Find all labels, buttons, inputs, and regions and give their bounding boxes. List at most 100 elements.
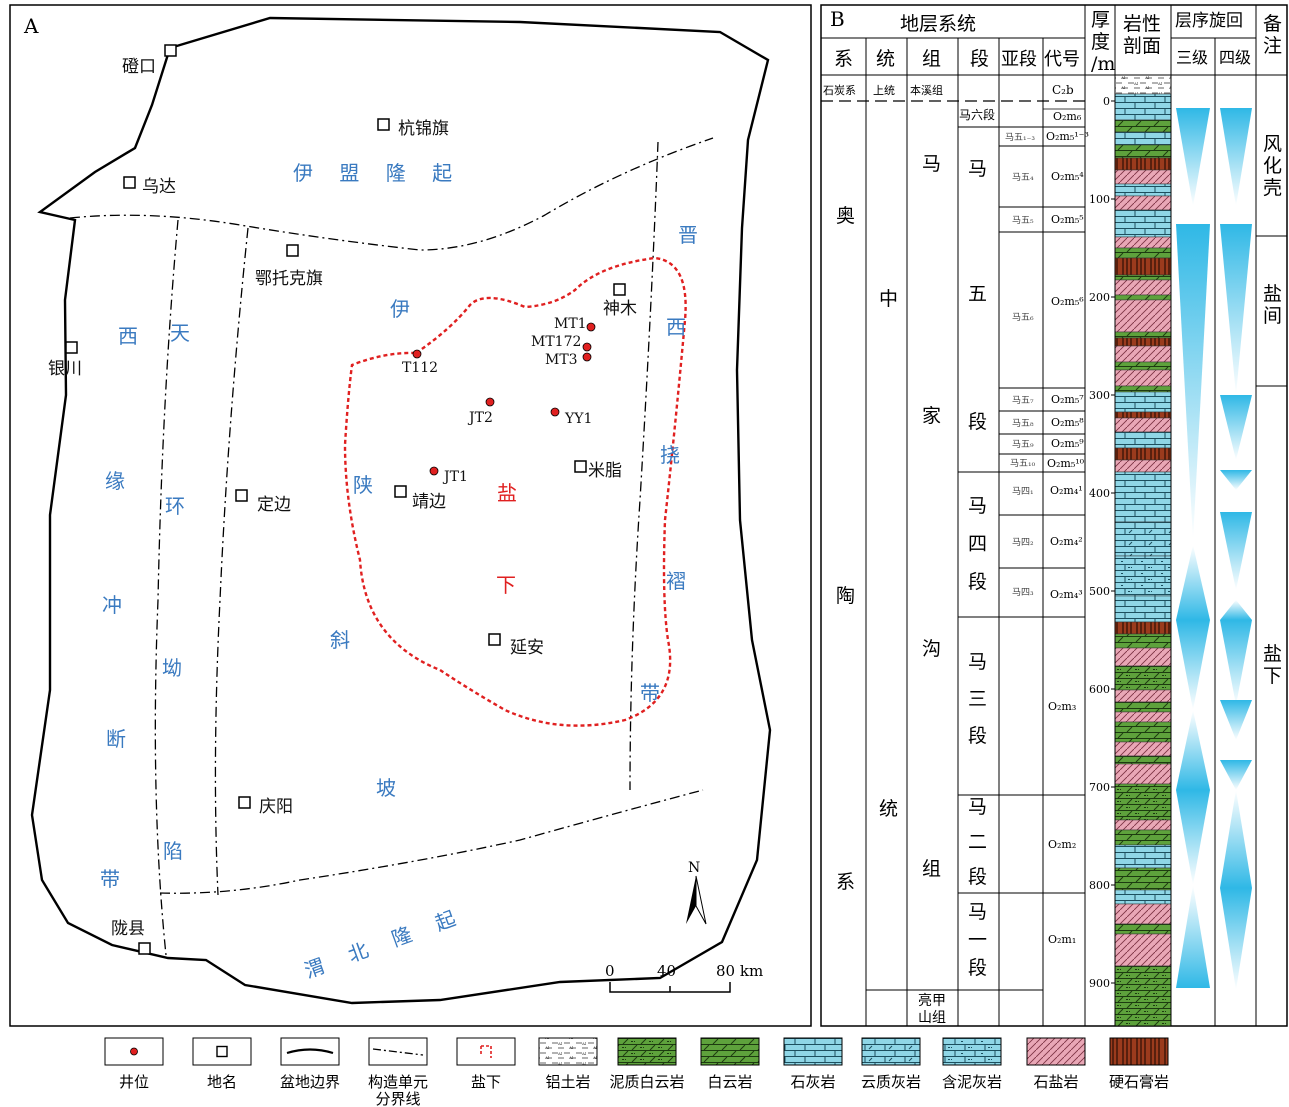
- lithology-layer: [1114, 247, 1172, 259]
- lithology-layer: [1114, 595, 1172, 623]
- legend-item-place: 地名: [192, 1037, 252, 1091]
- lithology-layer: [1114, 183, 1172, 197]
- region-jinxi-5: 带: [640, 681, 660, 705]
- basin-boundary: [30, 16, 772, 1005]
- north-label: N: [688, 860, 700, 876]
- place-yinchuan: 银川: [48, 359, 82, 379]
- lithology-layer: [1114, 665, 1172, 691]
- place-marker: [138, 942, 151, 955]
- ma5-sub-8: 马五₈: [1012, 418, 1034, 429]
- lithology-layer: [1114, 844, 1172, 869]
- formation-char-3: 沟: [922, 638, 941, 660]
- transgressive-cycle: [1176, 885, 1210, 988]
- place-jingbian: 靖边: [412, 492, 446, 512]
- lithology-layer: [1114, 521, 1172, 557]
- lithology-layer: [1114, 447, 1172, 461]
- regressive-cycle: [1176, 620, 1210, 710]
- sequence-cycles: [1176, 108, 1252, 990]
- formation-char-4: 组: [922, 858, 941, 880]
- place-mizhi: 米脂: [588, 461, 622, 481]
- transgressive-cycle: [1176, 545, 1210, 620]
- lithology-layer: [1114, 274, 1172, 281]
- ma4-sub-2: 马四₂: [1012, 537, 1034, 548]
- lithology-layer: [1114, 555, 1172, 597]
- scale-bar: 0 40 80 km: [605, 962, 763, 993]
- legend-item-salt: 石盐岩: [1026, 1037, 1086, 1091]
- well-marker: [582, 352, 592, 362]
- region-tianhuan-1: 天: [170, 321, 190, 345]
- ma4-char-2: 四: [968, 533, 987, 555]
- system-char-2: 陶: [836, 585, 855, 607]
- well-marker: [582, 342, 592, 352]
- ma5-sub-10: 马五₁₀: [1010, 458, 1036, 469]
- region-jinxi-2: 西: [666, 315, 686, 339]
- ma5-code-6: O₂m₅⁶: [1051, 295, 1084, 308]
- remark-char: 盐: [1263, 283, 1282, 305]
- legend-item-boundary: 盆地边界: [280, 1037, 340, 1091]
- region-yimeng: 伊 盟 隆 起: [293, 161, 462, 185]
- lithology-layer: [1114, 144, 1172, 159]
- ma2-char-3: 段: [968, 866, 987, 888]
- place-dingbian: 定边: [257, 495, 291, 515]
- north-arrow: N: [686, 860, 707, 925]
- lithology-layer: [1114, 417, 1172, 433]
- well-jt2: JT2: [467, 410, 493, 426]
- ma4-sub-3: 马四₃: [1012, 587, 1034, 598]
- place-marker: [613, 283, 626, 296]
- place-marker: [65, 341, 78, 354]
- regressive-cycle: [1220, 470, 1252, 490]
- well-marker: [412, 349, 422, 359]
- depth-label: 300: [1089, 389, 1110, 402]
- legend-label: 井位: [119, 1073, 149, 1091]
- ma3-code: O₂m₃: [1048, 700, 1076, 713]
- header-fourth: 四级: [1219, 48, 1251, 67]
- lithology-layer: [1114, 93, 1172, 121]
- well-jt1: JT1: [442, 469, 468, 485]
- header-system: 系: [834, 48, 853, 70]
- legend-item-well: 井位: [104, 1037, 164, 1091]
- region-jinxi-4: 褶: [666, 569, 686, 593]
- ma4-char-1: 马: [968, 495, 987, 517]
- lithology-layer: [1114, 236, 1172, 249]
- panel-a-map: A 伊 盟 隆 起 渭 北 隆 起 晋 西 挠 褶 带 天 环 坳 陷 西 缘 …: [9, 4, 812, 1027]
- remark-char: 化: [1263, 155, 1282, 177]
- region-yishan-4: 坡: [376, 776, 396, 800]
- lithology-layer: [1114, 889, 1172, 905]
- ma5-char-1: 马: [968, 158, 987, 180]
- ma5-sub-9: 马五₉: [1012, 439, 1034, 450]
- ma5-char-3: 段: [968, 411, 987, 433]
- lithology-layer: [1114, 471, 1172, 523]
- scale-tick-80: 80 km: [716, 962, 763, 980]
- header-third: 三级: [1176, 48, 1208, 67]
- transgressive-cycle: [1220, 790, 1252, 888]
- lithology-layer: [1114, 711, 1172, 723]
- regressive-cycle: [1176, 108, 1210, 206]
- region-yishan-2: 陕: [353, 473, 373, 497]
- lithology-layer: [1114, 131, 1172, 146]
- ma4-code-2: O₂m₄²: [1050, 535, 1083, 548]
- regressive-cycle: [1220, 700, 1252, 740]
- place-shenmu: 神木: [603, 299, 637, 319]
- lithology-layer: [1114, 867, 1172, 891]
- legend-label: 构造单元: [368, 1073, 428, 1091]
- formation-char-2: 家: [922, 405, 941, 427]
- header-group: 地层系统: [900, 13, 976, 35]
- ma3-char-1: 马: [968, 651, 987, 673]
- ma5-sub-5: 马五₅: [1012, 215, 1034, 226]
- lithology-layer: [1114, 689, 1172, 703]
- region-xiyuan-5: 带: [100, 867, 120, 891]
- header-lithology: 岩性剖面: [1123, 13, 1161, 57]
- legend: 井位 地名 盆地边界 构造单元分界线盐下 铝土岩 泥质白云岩 白云岩 石灰岩 云质灰岩 含泥灰岩石…: [104, 1037, 1169, 1107]
- series-char-2: 统: [879, 798, 898, 820]
- ma4-char-3: 段: [968, 571, 987, 593]
- system-char-3: 系: [836, 871, 855, 893]
- depth-label: 600: [1089, 683, 1110, 696]
- place-marker: [123, 176, 136, 189]
- depth-axis: 0 100 200 300 400 500 600 700 800 900: [1089, 95, 1115, 990]
- legend-item-marl-lime: 含泥灰岩: [942, 1037, 1002, 1091]
- carb-system: 石炭系: [823, 84, 856, 97]
- ma5-sub-1: 马五₁₋₃: [1005, 132, 1035, 143]
- region-tianhuan-4: 陷: [163, 839, 183, 863]
- well-t112: T112: [402, 360, 438, 376]
- legend-label: 泥质白云岩: [609, 1073, 684, 1091]
